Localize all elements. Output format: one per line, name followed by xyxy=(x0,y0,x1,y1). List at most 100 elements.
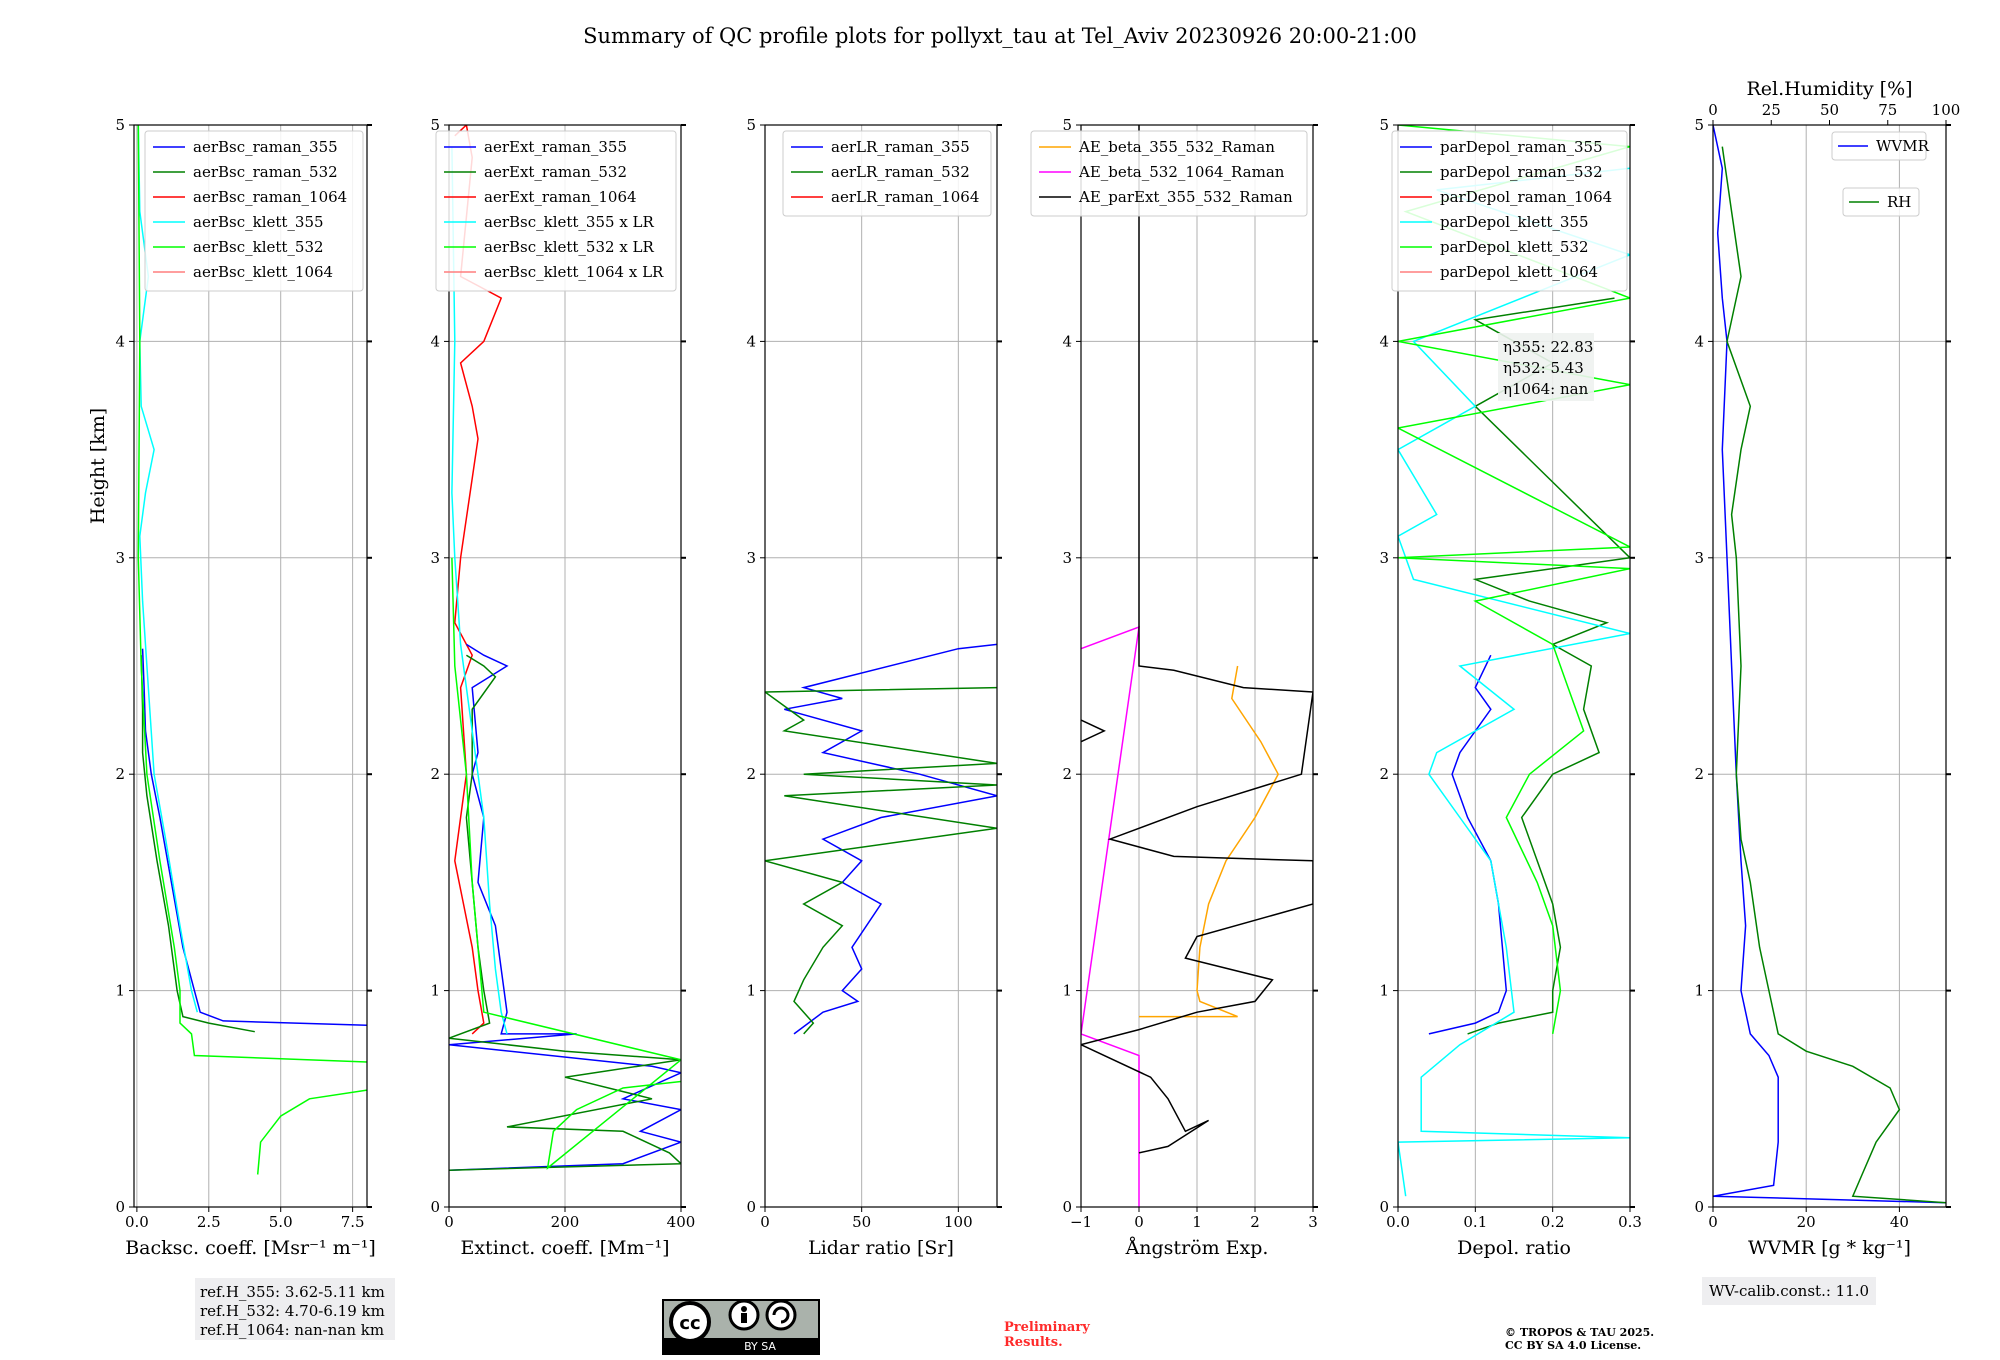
series-line-aerBsc_raman_532 xyxy=(140,655,255,1033)
sa-icon xyxy=(765,1299,797,1331)
legend-label: WVMR xyxy=(1876,137,1930,155)
legend: parDepol_raman_355 parDepol_raman_532 parD… xyxy=(1391,130,1628,292)
y-tick-label: 4 xyxy=(1694,332,1704,350)
x-tick-label: 0 xyxy=(760,1213,770,1231)
refh-532: ref.H_532: 4.70-6.19 km xyxy=(200,1302,385,1320)
y-tick-label: 0 xyxy=(1379,1198,1389,1216)
series-line-AE_parExt_355_532_Raman xyxy=(1081,125,1313,1154)
x-tick-label: 20 xyxy=(1797,1213,1816,1231)
y-tick-label: 5 xyxy=(430,116,440,134)
y-tick-label: 2 xyxy=(1694,765,1704,783)
legend-label: parDepol_raman_1064 xyxy=(1440,188,1612,206)
x-tick-label: 2.5 xyxy=(197,1213,221,1231)
series-group xyxy=(1081,125,1313,1207)
legend-label: AE_beta_355_532_Raman xyxy=(1078,138,1275,156)
legend-label: aerExt_raman_1064 xyxy=(484,188,637,206)
legend-label: parDepol_klett_532 xyxy=(1440,238,1589,256)
x-axis-label: Lidar ratio [Sr] xyxy=(808,1237,954,1259)
y-tick-label: 4 xyxy=(1379,332,1389,350)
y-tick-label: 0 xyxy=(1694,1198,1704,1216)
cc-badge-text: BY SA xyxy=(744,1340,776,1353)
cc-icon xyxy=(669,1301,711,1343)
legend-label: aerBsc_klett_355 x LR xyxy=(484,213,655,231)
y-tick-label: 1 xyxy=(1379,982,1389,1000)
series-line-aerBsc_klett_355 xyxy=(137,125,199,1013)
series-line-parDepol_klett_532 xyxy=(1398,125,1630,1035)
y-tick-label: 5 xyxy=(746,116,756,134)
y-tick-label: 5 xyxy=(115,116,125,134)
top-x-tick-label: 75 xyxy=(1878,101,1897,119)
x-tick-label: 0.1 xyxy=(1463,1213,1487,1231)
y-tick-label: 5 xyxy=(1062,116,1072,134)
top-x-tick-label: 50 xyxy=(1820,101,1839,119)
y-tick-label: 3 xyxy=(1062,549,1072,567)
legend-label: parDepol_raman_355 xyxy=(1440,138,1603,156)
y-tick-label: 1 xyxy=(746,982,756,1000)
y-tick-label: 5 xyxy=(1379,116,1389,134)
legend-label: aerLR_raman_1064 xyxy=(831,188,979,206)
refh-1064: ref.H_1064: nan-nan km xyxy=(200,1321,384,1339)
y-tick-label: 4 xyxy=(746,332,756,350)
legend: aerExt_raman_355 aerExt_raman_532 aerExt_r… xyxy=(435,130,677,292)
wv-calib-const: WV-calib.const.: 11.0 xyxy=(1709,1282,1869,1300)
eta-annotation: η355: 22.83 η532: 5.43 η1064: nan xyxy=(1498,333,1594,401)
top-x-tick-label: 0 xyxy=(1708,101,1718,119)
y-tick-label: 3 xyxy=(115,549,125,567)
wv-calib-box xyxy=(1702,1277,1876,1305)
y-tick-label: 2 xyxy=(115,765,125,783)
preliminary-line-1: Preliminary xyxy=(1004,1320,1090,1335)
legend-box xyxy=(1842,187,1920,217)
y-tick-label: 3 xyxy=(746,549,756,567)
svg-text:cc: cc xyxy=(679,1313,700,1334)
x-tick-label: 100 xyxy=(944,1213,973,1231)
x-tick-label: 5.0 xyxy=(269,1213,293,1231)
y-tick-label: 2 xyxy=(1062,765,1072,783)
panel-2: 0 200 400 0 1 2 3 4 5 Extinct. coeff. [Mm⁻¹] aerEx… xyxy=(430,116,695,1259)
series-group xyxy=(1398,125,1630,1197)
x-axis-label: Depol. ratio xyxy=(1457,1237,1571,1259)
series-line-RH xyxy=(1721,146,1946,1204)
y-tick-label: 1 xyxy=(1694,982,1704,1000)
x-tick-label: 0.0 xyxy=(1386,1213,1410,1231)
y-tick-label: 0 xyxy=(1062,1198,1072,1216)
legend-box xyxy=(782,130,992,217)
legend: aerLR_raman_355 aerLR_raman_532 aerLR_rama… xyxy=(782,130,992,217)
series-line-aerBsc_klett_532 xyxy=(137,125,367,1063)
legend: AE_beta_355_532_Raman AE_beta_532_1064_Ra… xyxy=(1030,130,1308,217)
refh-355: ref.H_355: 3.62-5.11 km xyxy=(200,1283,385,1301)
figure-title: Summary of QC profile plots for pollyxt_… xyxy=(583,24,1417,48)
x-tick-label: 3 xyxy=(1308,1213,1318,1231)
x-tick-label: 0.0 xyxy=(125,1213,149,1231)
legend-label: aerBsc_klett_532 xyxy=(193,238,324,256)
series-line-aerBsc_raman_355 xyxy=(141,648,367,1026)
legend-box xyxy=(144,130,364,292)
copyright-line-2: CC BY SA 4.0 License. xyxy=(1505,1339,1641,1352)
y-tick-label: 1 xyxy=(1062,982,1072,1000)
y-tick-label: 3 xyxy=(1694,549,1704,567)
series-line-aerBsc_klett_532 x LR xyxy=(451,557,681,1170)
legend-label: aerExt_raman_355 xyxy=(484,138,627,156)
y-tick-label: 5 xyxy=(1694,116,1704,134)
legend-label: parDepol_raman_532 xyxy=(1440,163,1603,181)
legend-label: aerBsc_raman_355 xyxy=(193,138,338,156)
series-group xyxy=(1713,125,1946,1204)
series-line-parDepol_raman_355 xyxy=(1428,654,1508,1035)
y-axis-label: Height [km] xyxy=(87,408,109,524)
copyright-line-1: © TROPOS & TAU 2025. xyxy=(1505,1326,1654,1339)
eta-label: η1064: nan xyxy=(1503,380,1589,398)
x-tick-label: 0.3 xyxy=(1618,1213,1642,1231)
series-line-parDepol_klett_355 xyxy=(1398,167,1630,1197)
legend: WVMR RH xyxy=(1831,131,1930,217)
panel-3: 0 50 100 0 1 2 3 4 5 Lidar ratio [Sr] aerLR_raman_… xyxy=(746,116,1002,1259)
panel-6: 0 20 40 0 1 2 3 4 5 WVMR [g * kg⁻¹] 0 25 50 75 100 Rel.… xyxy=(1694,78,1960,1259)
y-tick-label: 2 xyxy=(746,765,756,783)
series-line-AE_parExt_355_532_Raman_seg2 xyxy=(1081,719,1106,743)
cc-license-badge: cc BY SA xyxy=(662,1299,820,1355)
legend-label: aerBsc_klett_1064 xyxy=(193,263,333,281)
legend-box xyxy=(1391,130,1628,292)
eta-box xyxy=(1498,333,1594,401)
series-line-aerLR_raman_355 xyxy=(784,643,997,1035)
eta-label: η355: 22.83 xyxy=(1503,338,1593,356)
